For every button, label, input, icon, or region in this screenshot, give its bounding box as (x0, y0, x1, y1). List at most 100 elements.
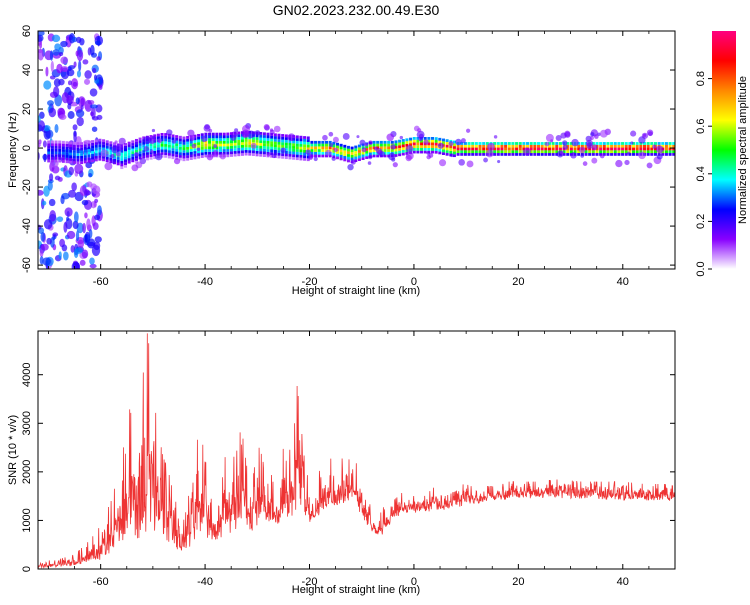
spectrogram-cell (226, 154, 230, 158)
spectrogram-cell (131, 143, 135, 146)
spectrogram-cell (255, 134, 259, 138)
spectrogram-cell (398, 139, 402, 143)
spectrogram-cell (277, 152, 281, 156)
spectrogram-cell (347, 163, 354, 171)
spectrogram-cell (339, 143, 343, 147)
spectrogram-cell (478, 142, 482, 145)
spectrogram-cell (427, 147, 431, 151)
spectrogram-cell (325, 149, 332, 156)
spectrogram-cell (314, 146, 318, 150)
spectrogram-cell (383, 143, 387, 147)
spectrogram-cell (321, 154, 325, 158)
spectrogram-cell (131, 140, 135, 144)
spectrogram-cell (343, 153, 347, 156)
spectrogram-cell (204, 146, 208, 150)
spectrogram-cell (52, 49, 60, 56)
spectrogram-cell (244, 149, 248, 153)
spectrogram-cell (83, 141, 87, 145)
spectrogram-cell (113, 153, 117, 157)
spectrogram-cell (120, 158, 124, 161)
spectrogram-cell (664, 144, 668, 148)
spectrogram-cell (390, 144, 396, 150)
spectrogram-x-tick-label: -20 (302, 276, 318, 288)
spectrogram-cell (193, 151, 197, 154)
spectrogram-cell (303, 149, 307, 153)
spectrogram-cell (394, 140, 398, 144)
spectrogram-cell (281, 139, 285, 143)
spectrogram-cell (39, 249, 44, 257)
spectrogram-cell (81, 199, 89, 206)
spectrogram-cell (303, 144, 307, 148)
spectrogram-cell (131, 148, 135, 152)
spectrogram-cell (653, 142, 657, 145)
spectrogram-cell (306, 141, 310, 145)
spectrogram-cell (423, 150, 427, 154)
spectrogram-cell (263, 123, 270, 130)
spectrogram-cell (496, 142, 500, 145)
spectrogram-cell (75, 262, 80, 269)
spectrogram-cell (401, 152, 405, 156)
spectrogram-cell (591, 157, 598, 164)
spectrogram-cell (68, 166, 74, 176)
spectrogram-cell (156, 133, 160, 137)
spectrogram-cell (511, 144, 515, 148)
spectrogram-cell (292, 156, 296, 160)
spectrogram-cell (599, 153, 605, 159)
spectrogram-cell (329, 143, 334, 147)
spectrogram-cell (284, 134, 288, 138)
spectrogram-cell (164, 149, 168, 153)
spectrogram-cell (109, 149, 113, 153)
spectrogram-cell (164, 135, 168, 139)
spectrogram-cell (175, 135, 179, 138)
spectrogram-cell (215, 132, 219, 136)
spectrogram-cell (240, 136, 244, 140)
spectrogram-cell (262, 151, 266, 155)
spectrogram-cell (615, 159, 623, 168)
spectrogram-cell (164, 154, 168, 158)
spectrogram-cell (434, 150, 438, 154)
spectrogram-cells (38, 31, 675, 269)
spectrogram-cell (426, 154, 431, 160)
spectrogram-cell (166, 129, 173, 136)
spectrogram-cell (58, 52, 64, 57)
spectrogram-cell (182, 152, 186, 156)
spectrogram-cell (412, 142, 416, 146)
spectrogram-cell (270, 143, 274, 147)
spectrogram-cell (259, 140, 263, 144)
spectrogram-cell (81, 249, 89, 259)
spectrogram-cell (193, 153, 197, 157)
spectrogram-cell (83, 152, 87, 156)
spectrogram-cell (233, 142, 237, 146)
spectrogram-cell (359, 139, 366, 146)
spectrogram-cell (438, 137, 442, 141)
spectrogram-cell (617, 152, 621, 156)
spectrogram-cell (197, 155, 201, 159)
spectrogram-cell (131, 156, 135, 160)
spectrogram-cell (610, 152, 614, 156)
spectrogram-cell (233, 148, 237, 152)
spectrogram-cell (672, 142, 675, 145)
spectrogram-cell (599, 142, 603, 145)
spectrogram-cell (376, 147, 383, 155)
spectrogram-cell (69, 152, 73, 156)
spectrogram-cell (478, 144, 482, 148)
spectrogram-cell (356, 135, 360, 139)
snr-x-label: Height of straight line (km) (292, 584, 420, 596)
spectrogram-cell (127, 158, 131, 161)
spectrogram-cell (288, 151, 292, 154)
spectrogram-cell (75, 109, 85, 118)
spectrogram-cell (189, 135, 196, 141)
spectrogram-cell (105, 159, 109, 163)
spectrogram-cell (156, 141, 160, 145)
spectrogram-cell (248, 139, 252, 142)
spectrogram-cell (54, 140, 58, 144)
spectrogram-cell (204, 143, 208, 147)
spectrogram-cell (310, 143, 314, 147)
spectrogram-cell (123, 162, 127, 165)
spectrogram-cell (92, 67, 97, 74)
spectrogram-cell (77, 96, 86, 107)
spectrogram-cell (120, 149, 124, 153)
spectrogram-cell (500, 147, 504, 151)
spectrogram-cell (445, 152, 449, 156)
spectrogram-cell (445, 139, 449, 143)
